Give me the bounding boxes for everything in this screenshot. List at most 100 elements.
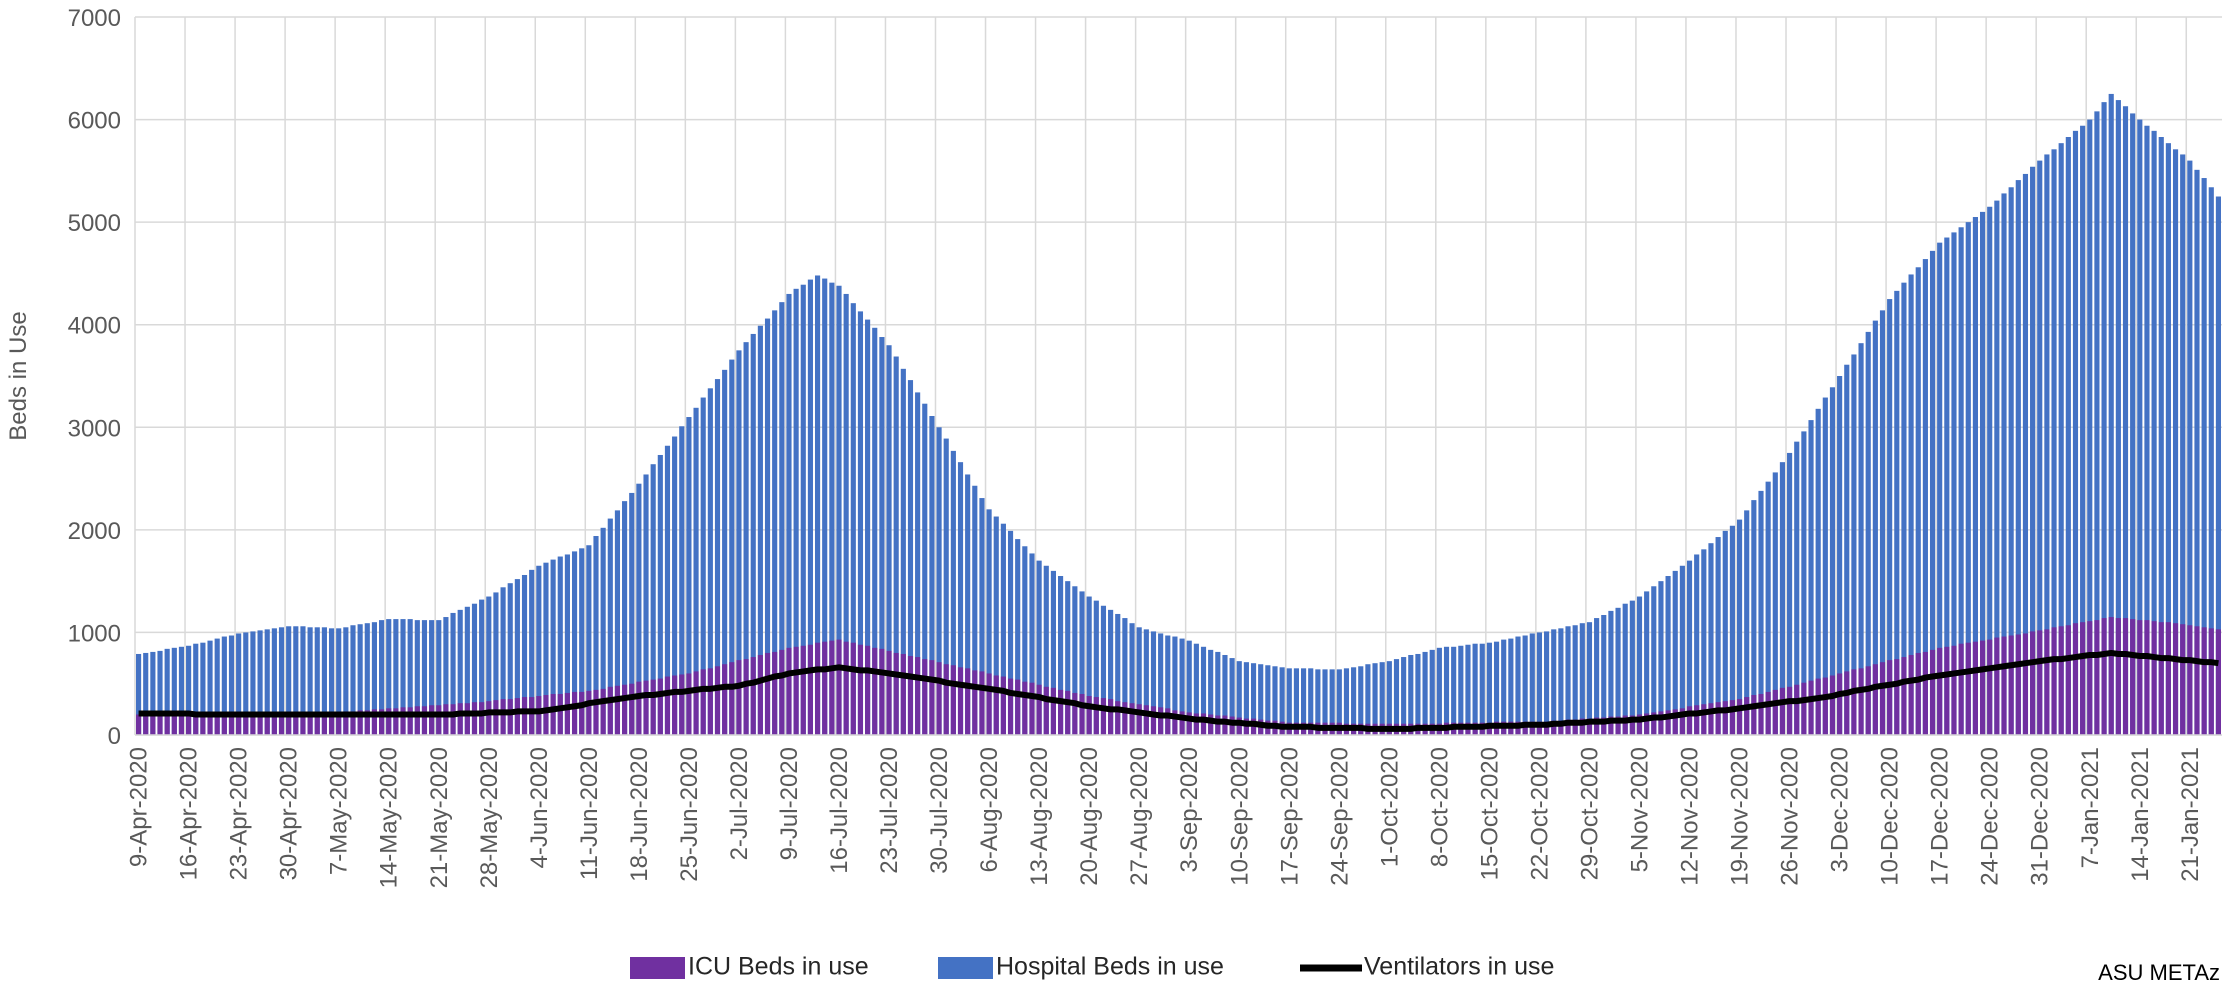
- bar: [2001, 636, 2007, 735]
- bar: [993, 675, 999, 735]
- bar: [2022, 173, 2029, 736]
- bar: [2165, 622, 2171, 735]
- bar: [872, 647, 878, 735]
- bar: [543, 694, 549, 735]
- y-tick-label: 6000: [68, 108, 121, 135]
- bar: [1372, 663, 1378, 735]
- bar: [521, 697, 528, 735]
- bar: [2008, 635, 2014, 735]
- bar: [1551, 720, 1557, 735]
- bar: [1193, 713, 1199, 735]
- bar: [643, 474, 649, 735]
- bar: [1608, 716, 1614, 735]
- bar: [1579, 718, 1585, 735]
- bar: [736, 350, 742, 735]
- bar: [607, 686, 613, 735]
- bar: [764, 318, 771, 735]
- x-tick-label: 11-Jun-2020: [576, 747, 603, 880]
- bar: [386, 708, 392, 735]
- bar: [786, 293, 792, 735]
- bar: [757, 325, 763, 735]
- bar: [321, 712, 327, 735]
- bar: [1922, 259, 1928, 735]
- x-tick-label: 14-Jan-2021: [2127, 747, 2154, 882]
- bar: [493, 592, 499, 735]
- bar: [1801, 431, 1807, 735]
- bar: [1129, 703, 1135, 735]
- bar: [1722, 530, 1728, 735]
- bar: [2122, 618, 2129, 735]
- x-tick-label: 26-Nov-2020: [1777, 747, 1804, 886]
- bar: [1486, 642, 1492, 735]
- bar: [443, 704, 449, 735]
- bar: [1408, 654, 1414, 735]
- bar: [186, 645, 192, 735]
- bar: [729, 359, 735, 735]
- bar: [171, 647, 177, 735]
- bar: [1572, 719, 1578, 735]
- line: [138, 649, 2219, 732]
- bar: [207, 714, 213, 735]
- bar: [1057, 689, 1064, 735]
- x-tick-label: 20-Aug-2020: [1076, 747, 1103, 886]
- bar: [1086, 696, 1092, 735]
- bar: [1050, 570, 1056, 735]
- bar: [814, 642, 821, 735]
- x-tick-label: 6-Aug-2020: [976, 747, 1003, 872]
- x-tick-label: 8-Oct-2020: [1426, 747, 1453, 867]
- bar: [2058, 626, 2064, 735]
- bar: [1536, 632, 1543, 735]
- bar: [2201, 178, 2207, 736]
- x-tick-label: 3-Sep-2020: [1176, 747, 1203, 872]
- bar: [1558, 720, 1564, 735]
- bar: [1222, 715, 1228, 735]
- legend-label: Hospital Beds in use: [996, 953, 1224, 981]
- bar: [328, 712, 335, 735]
- bar: [228, 714, 235, 735]
- bar: [1165, 708, 1171, 735]
- bar: [214, 714, 220, 735]
- bar: [2015, 180, 2021, 736]
- bar: [1987, 639, 1993, 735]
- bar: [1715, 537, 1721, 735]
- bar: [1150, 706, 1157, 735]
- bar: [364, 710, 370, 735]
- bar: [900, 368, 906, 735]
- bar: [1036, 560, 1042, 735]
- bar: [1079, 591, 1085, 735]
- bar: [157, 650, 163, 735]
- bar: [2080, 125, 2086, 736]
- bar: [1729, 700, 1735, 735]
- bar: [822, 278, 828, 735]
- bar: [193, 643, 199, 735]
- bar: [1744, 510, 1750, 735]
- bar: [879, 648, 885, 735]
- bar: [271, 628, 277, 735]
- bar: [2208, 628, 2214, 735]
- bar: [286, 712, 292, 735]
- bar: [1215, 715, 1221, 735]
- legend-swatch: [630, 957, 685, 979]
- bar: [1701, 549, 1707, 735]
- bar: [336, 628, 342, 735]
- bar: [1000, 676, 1006, 735]
- bar: [471, 603, 478, 735]
- bar: [2087, 621, 2093, 735]
- bar: [1658, 711, 1664, 735]
- bar: [1057, 576, 1064, 735]
- bar: [1115, 701, 1121, 735]
- bar: [193, 714, 199, 735]
- bar: [1000, 523, 1006, 735]
- bar: [471, 702, 478, 735]
- bar: [986, 509, 992, 735]
- bar: [550, 559, 556, 735]
- bar: [1779, 462, 1786, 735]
- legend-label: Ventilators in use: [1364, 953, 1554, 981]
- bar: [2165, 143, 2171, 736]
- bar: [600, 527, 606, 735]
- bar: [843, 293, 849, 735]
- bar: [1358, 666, 1364, 735]
- bar: [1851, 354, 1857, 735]
- bar: [1837, 673, 1843, 735]
- bar: [1029, 553, 1035, 735]
